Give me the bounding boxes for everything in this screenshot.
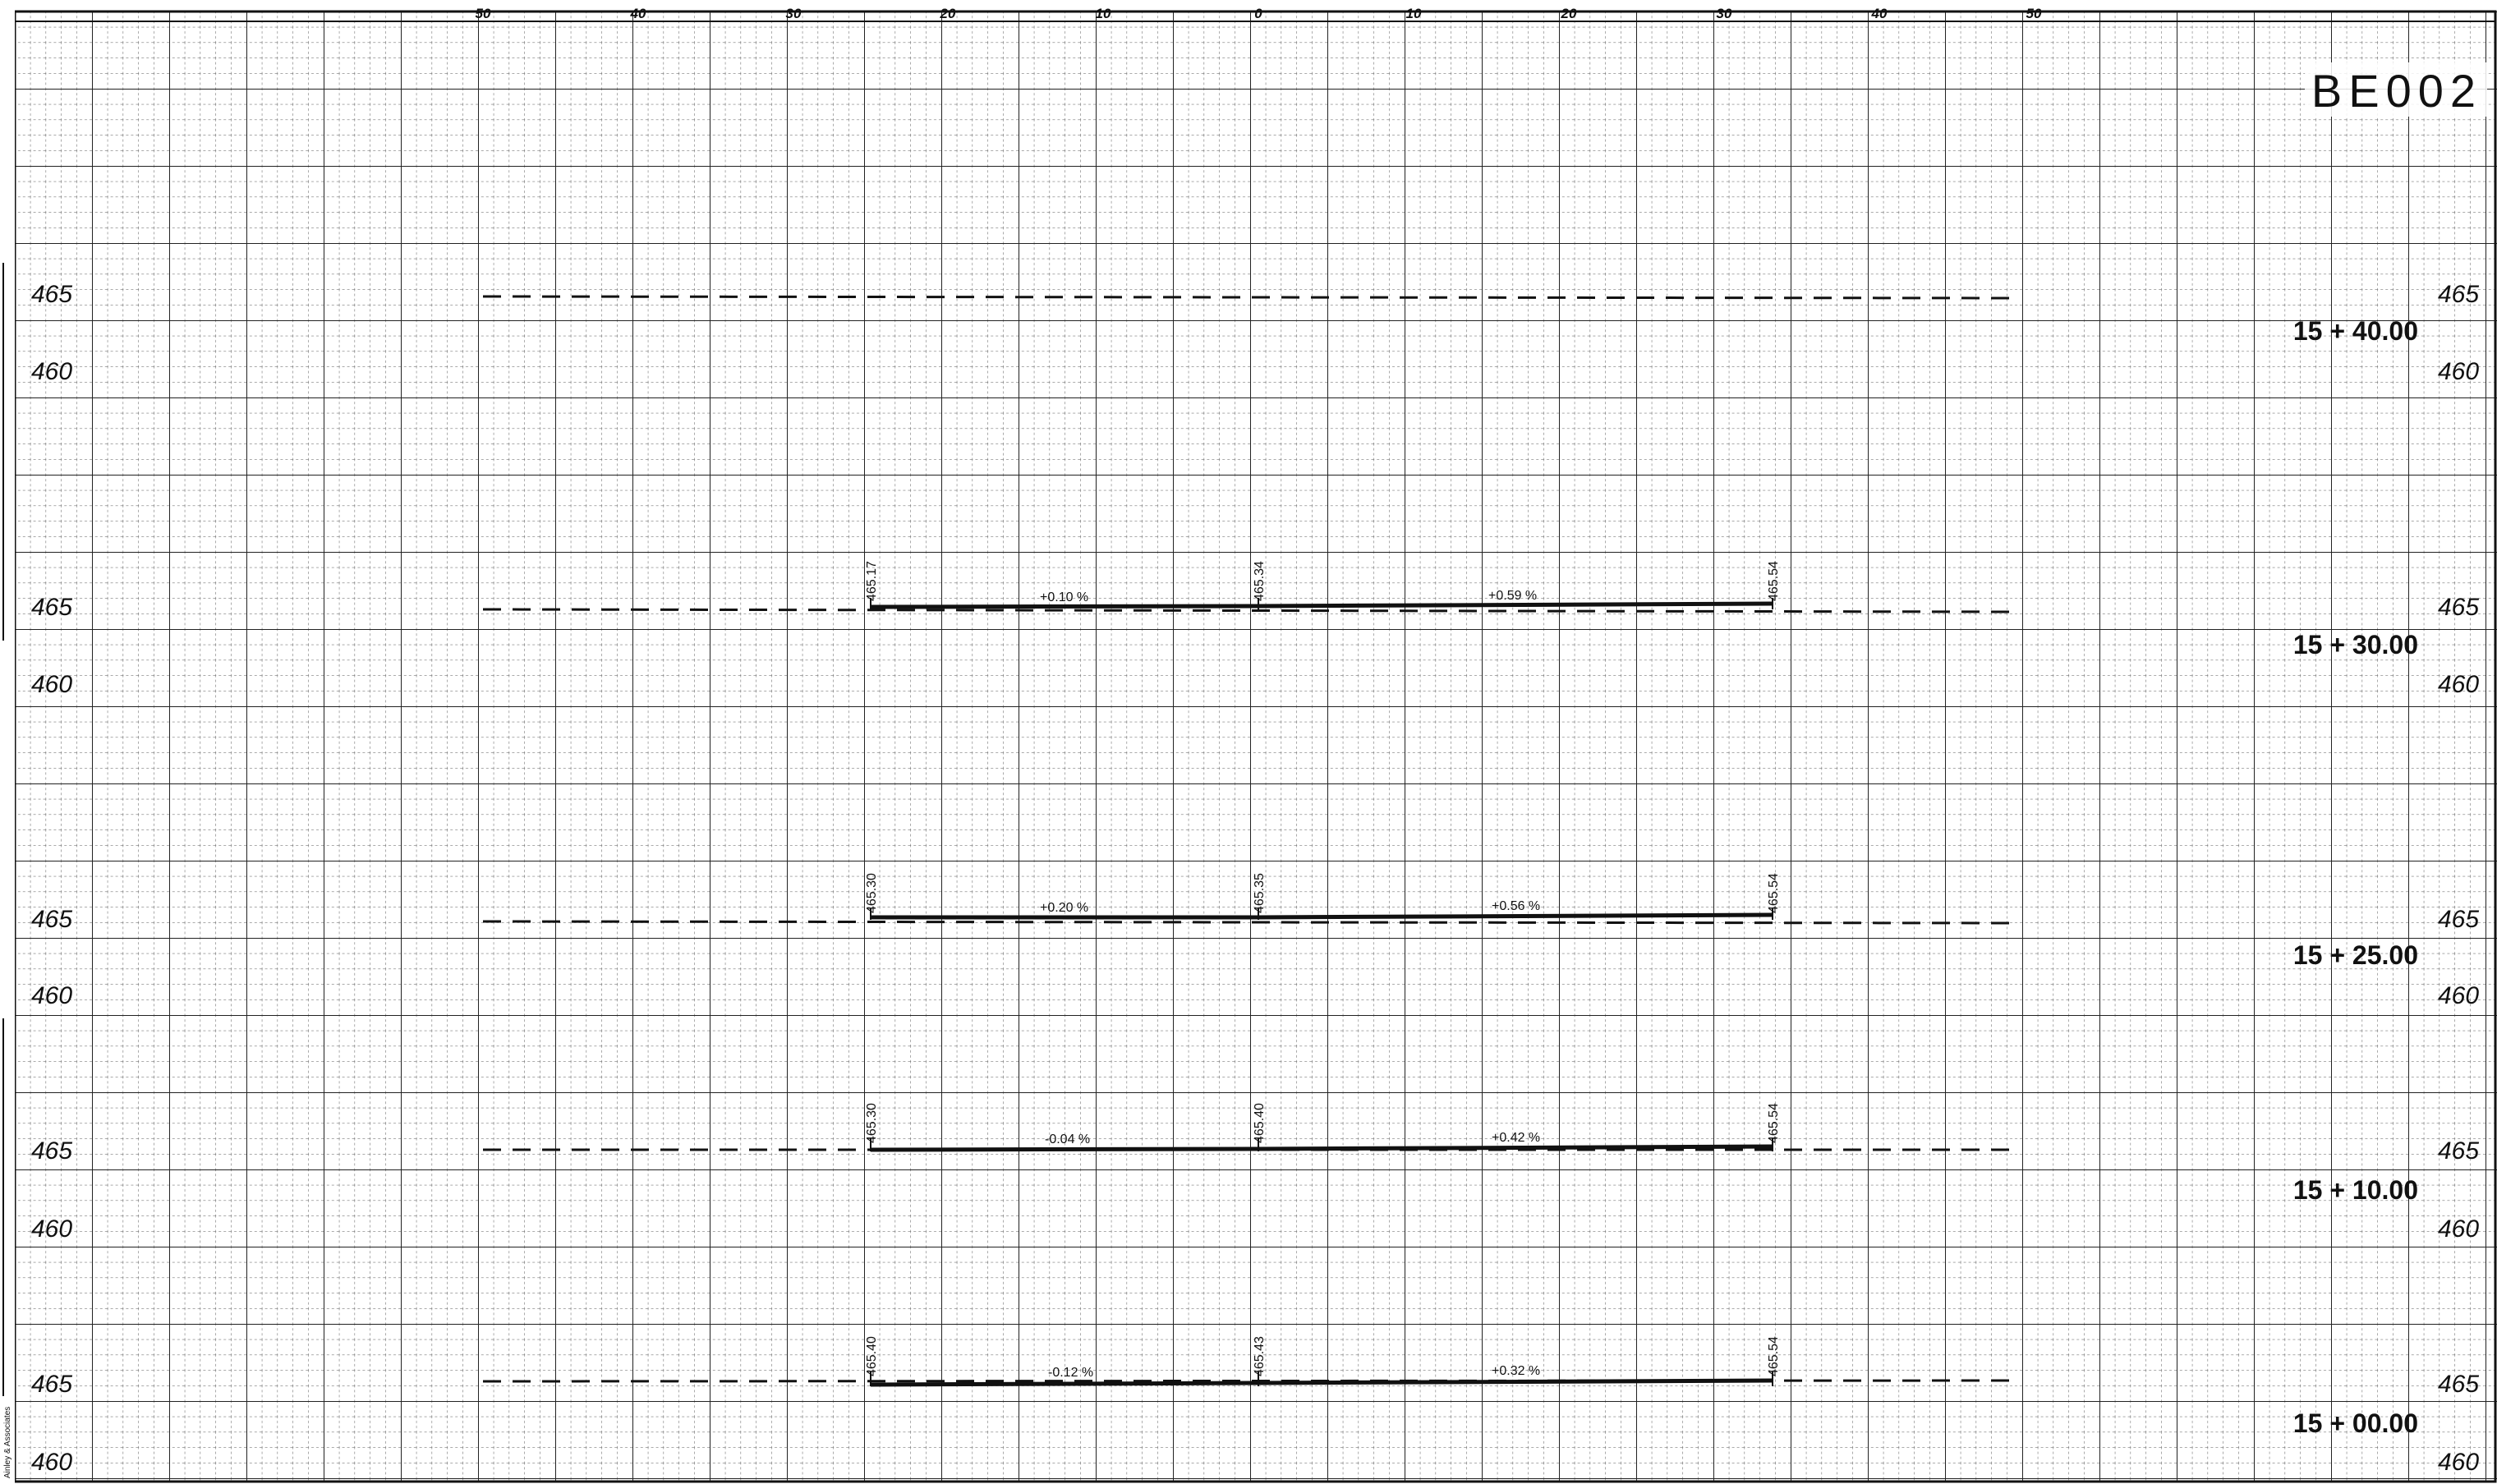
top-axis-label: 10 [1096, 6, 1111, 21]
left-margin-strip [0, 0, 15, 1484]
section-15-30: 465.17 465.34 465.54 +0.10 % +0.59 % 465… [31, 561, 2479, 698]
top-axis-label: 50 [2026, 6, 2042, 21]
elev-label-right-lower: 460 [2438, 671, 2479, 698]
left-slope: +0.10 % [1040, 590, 1088, 604]
right-slope: +0.59 % [1488, 589, 1537, 603]
right-elevation: 465.54 [1767, 873, 1781, 913]
elev-label-left-lower: 460 [31, 982, 72, 1009]
elev-label-right-lower: 460 [2438, 1449, 2479, 1476]
elev-label-left-lower: 460 [31, 1215, 72, 1243]
existing-ground-line [482, 608, 2018, 613]
center-elevation: 465.34 [1253, 561, 1267, 601]
station-label: 15 + 30.00 [2293, 630, 2418, 659]
elev-label-right-upper: 465 [2438, 281, 2479, 308]
elev-label-right-lower: 460 [2438, 1215, 2479, 1243]
elev-label-left-upper: 465 [31, 281, 72, 308]
left-elevation: 465.17 [865, 561, 879, 601]
top-axis-label: 20 [940, 6, 956, 21]
existing-ground-line [482, 920, 2018, 925]
right-slope: +0.56 % [1492, 899, 1540, 913]
right-elevation: 465.54 [1767, 1336, 1781, 1376]
grid-background [15, 11, 2497, 1482]
elev-label-right-lower: 460 [2438, 982, 2479, 1009]
elev-label-left-lower: 460 [31, 358, 72, 385]
elev-label-left-upper: 465 [31, 1371, 72, 1398]
left-slope: +0.20 % [1040, 901, 1088, 915]
station-label: 15 + 25.00 [2293, 940, 2418, 970]
margin-note: Ainley & Associates [3, 1407, 12, 1478]
elev-label-left-upper: 465 [31, 594, 72, 621]
proposed-grade-right [1258, 601, 1773, 609]
center-elevation: 465.40 [1253, 1103, 1267, 1143]
elev-label-left-lower: 460 [31, 671, 72, 698]
section-15-10: 465.30 465.40 465.54 -0.04 % +0.42 % 465… [31, 1103, 2479, 1243]
center-elevation: 465.35 [1253, 873, 1267, 913]
title-backdrop [2305, 62, 2487, 117]
left-slope: -0.12 % [1048, 1366, 1093, 1380]
right-elevation: 465.54 [1767, 1103, 1781, 1143]
elev-label-right-lower: 460 [2438, 358, 2479, 385]
top-axis-label: 20 [1561, 6, 1577, 21]
elev-label-left-upper: 465 [31, 1137, 72, 1165]
top-axis-label: 50 [476, 6, 491, 21]
proposed-grade-left [870, 1381, 1259, 1387]
section-15-40: 465 460 465 460 15 + 40.00 [31, 281, 2479, 385]
existing-ground-line [482, 295, 2018, 300]
proposed-grade-right [1258, 1378, 1773, 1385]
elev-label-right-upper: 465 [2438, 906, 2479, 933]
elev-label-left-lower: 460 [31, 1449, 72, 1476]
section-15-25: 465.30 465.35 465.54 +0.20 % +0.56 % 465… [31, 873, 2479, 1009]
section-15-00: 465.40 465.43 465.54 -0.12 % +0.32 % 465… [31, 1336, 2479, 1476]
station-label: 15 + 40.00 [2293, 316, 2418, 346]
top-axis-label: 40 [1871, 6, 1888, 21]
elev-label-right-upper: 465 [2438, 1137, 2479, 1165]
right-slope: +0.42 % [1492, 1131, 1540, 1145]
left-elevation: 465.40 [865, 1336, 879, 1376]
proposed-grade-left [870, 604, 1259, 609]
sheet-title: BE002 [2311, 65, 2482, 117]
proposed-grade-left [870, 1146, 1259, 1152]
top-axis-label: 40 [630, 6, 646, 21]
left-slope: -0.04 % [1045, 1133, 1090, 1146]
proposed-grade-right [1258, 1144, 1773, 1151]
elev-label-right-upper: 465 [2438, 594, 2479, 621]
station-label: 15 + 10.00 [2293, 1175, 2418, 1205]
center-elevation: 465.43 [1253, 1336, 1267, 1376]
top-axis-label: 30 [1717, 6, 1732, 21]
top-axis-label: 0 [1254, 6, 1262, 21]
elev-label-left-upper: 465 [31, 906, 72, 933]
top-axis: 50 40 30 20 10 0 10 20 30 40 50 [476, 6, 2042, 21]
right-slope: +0.32 % [1492, 1364, 1540, 1378]
top-axis-label: 30 [786, 6, 802, 21]
top-axis-label: 10 [1406, 6, 1422, 21]
proposed-grade-right [1258, 912, 1773, 920]
left-elevation: 465.30 [865, 873, 879, 913]
left-elevation: 465.30 [865, 1103, 879, 1143]
right-elevation: 465.54 [1767, 561, 1781, 601]
station-label: 15 + 00.00 [2293, 1408, 2418, 1438]
elev-label-right-upper: 465 [2438, 1371, 2479, 1398]
